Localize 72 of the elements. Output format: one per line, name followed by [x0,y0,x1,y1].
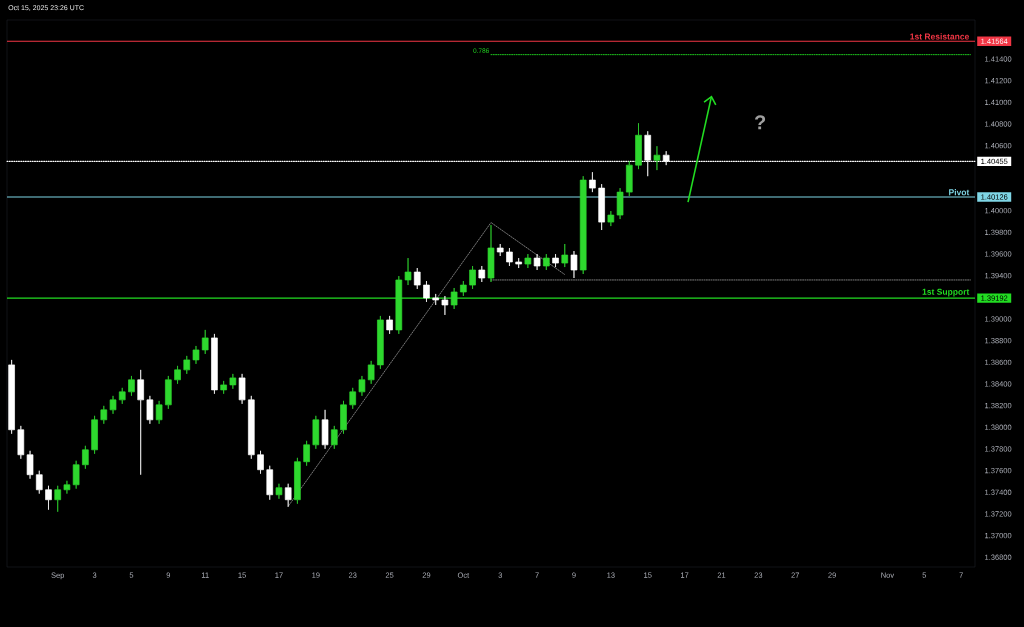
candlestick [294,457,301,505]
annotation: Pivot [949,189,970,196]
candlestick [321,409,329,450]
candlestick [220,380,227,395]
candlestick [54,485,62,513]
candlestick [589,171,596,193]
candlestick [257,450,264,475]
candlestick [543,253,550,271]
annotation: 1st Resistance [910,33,970,40]
candlestick [413,267,421,290]
candlestick [275,483,283,500]
candlestick [423,280,430,303]
candlestick [340,400,347,435]
candlestick [284,483,292,508]
candlestick [625,160,633,197]
candlestick [404,257,412,286]
candlestick [312,415,320,450]
candlestick [386,315,393,335]
candlestick [579,175,587,275]
candlestick [192,345,200,365]
candlestick [229,373,237,390]
candlestick [17,425,25,460]
candlestick [524,253,532,269]
candlestick [441,295,449,316]
candlestick [506,247,513,267]
candlestick [515,257,522,269]
annotation: 1st Support [922,288,970,297]
candlestick [248,395,255,460]
candlestick [607,210,615,227]
candlestick [478,265,486,283]
candlestick [100,405,108,425]
candlestick [303,440,310,467]
candlestick [82,445,89,470]
candlestick [35,470,43,495]
candlestick [137,369,144,476]
candlestick [26,450,34,480]
candlestick [146,395,154,425]
candlestick [8,359,15,435]
candlestick [598,183,605,231]
candlestick [165,375,172,410]
candlestick [211,333,218,395]
candlestick [128,375,135,397]
candlestick [63,480,71,495]
candlestick [201,329,209,355]
candlestick [653,145,661,171]
candlestick [45,485,52,511]
candlestick [109,395,117,415]
annotation: ? [754,115,766,130]
candlestick [330,425,338,450]
candlestick [469,265,476,290]
candlestick [118,387,126,405]
candlestick [496,243,504,257]
candlestick [460,280,467,297]
candlestick [377,315,384,370]
candlestick [72,460,80,490]
candlestick [155,400,163,425]
candlestick [174,365,181,385]
candlestick [238,373,246,405]
candlestick [561,243,569,268]
candlestick [552,253,559,268]
candlestick [570,250,578,279]
candlestick [349,387,357,410]
candlestick [635,122,642,170]
candlestick [183,355,191,375]
candlestick [487,224,495,283]
candlestick [367,360,375,385]
candlestick [358,375,366,397]
candlestick [91,415,98,455]
candlestick [266,465,274,501]
candlestick [432,293,439,306]
candlestick [533,253,541,271]
candlestick [616,187,624,220]
